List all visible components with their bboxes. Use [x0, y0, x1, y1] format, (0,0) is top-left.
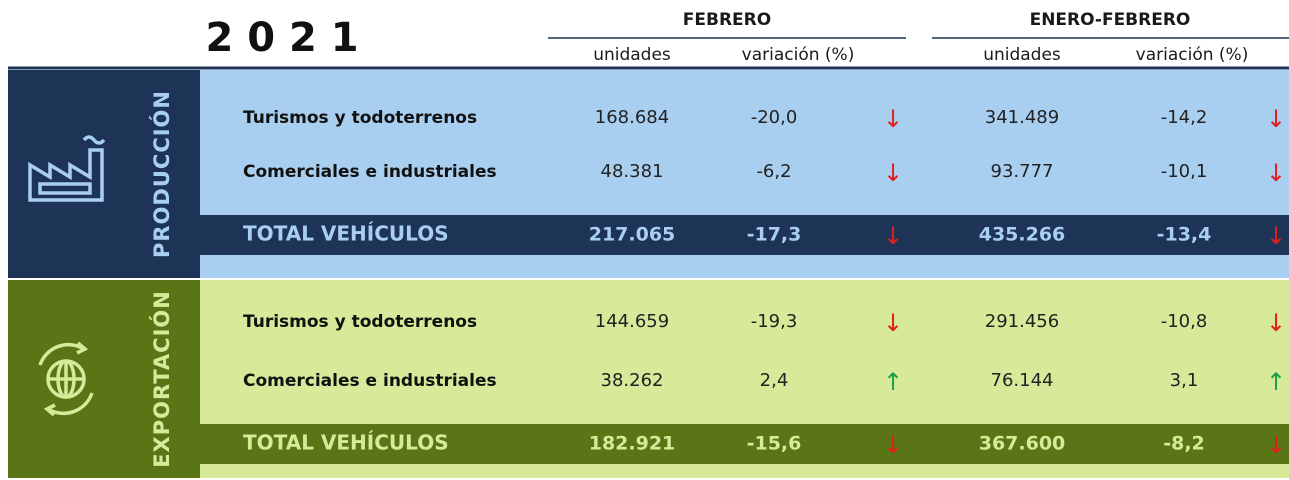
subheader: variación (%): [1136, 45, 1249, 65]
section-side: [8, 280, 200, 478]
cell-value: 38.262: [601, 370, 664, 391]
total-value: 435.266: [979, 224, 1066, 246]
cell-value: -6,2: [756, 161, 791, 182]
trend-arrow: ↓: [883, 431, 903, 459]
subheader: variación (%): [742, 45, 855, 65]
cell-value: -20,0: [751, 107, 798, 128]
group-header: FEBRERO: [683, 10, 771, 30]
cell-value: -14,2: [1161, 107, 1208, 128]
cell-value: -10,8: [1161, 311, 1208, 332]
row-label: Comerciales e industriales: [243, 371, 497, 391]
section-name: PRODUCCIÓN: [149, 90, 174, 258]
trend-arrow: ↑: [883, 368, 903, 396]
cell-value: 341.489: [985, 107, 1059, 128]
total-band: [200, 215, 1289, 255]
section-side: [8, 70, 200, 278]
trend-arrow: ↓: [1266, 431, 1286, 459]
total-value: 367.600: [979, 433, 1066, 455]
total-value: 217.065: [589, 224, 676, 246]
globe-icon: [38, 341, 94, 417]
year: 2 0 2 1: [205, 15, 358, 61]
trend-arrow: ↓: [883, 105, 903, 133]
trend-arrow: ↓: [883, 309, 903, 337]
total-band: [200, 424, 1289, 464]
section-name: EXPORTACIÓN: [149, 290, 174, 468]
cell-value: 2,4: [760, 370, 789, 391]
subheader: unidades: [983, 45, 1061, 65]
trend-arrow: ↓: [1266, 159, 1286, 187]
factory-icon: [28, 135, 106, 202]
cell-value: 3,1: [1170, 370, 1199, 391]
cell-value: 168.684: [595, 107, 669, 128]
cell-value: -19,3: [751, 311, 798, 332]
trend-arrow: ↑: [1266, 368, 1286, 396]
cell-value: 93.777: [991, 161, 1054, 182]
cell-value: 48.381: [601, 161, 664, 182]
trend-arrow: ↓: [1266, 105, 1286, 133]
trend-arrow: ↓: [883, 222, 903, 250]
total-value: -15,6: [747, 433, 802, 455]
row-label: Comerciales e industriales: [243, 162, 497, 182]
total-label: TOTAL VEHÍCULOS: [243, 222, 449, 246]
total-value: -17,3: [747, 224, 802, 246]
group-header: ENERO-FEBRERO: [1030, 10, 1191, 30]
trend-arrow: ↓: [883, 159, 903, 187]
cell-value: 76.144: [991, 370, 1054, 391]
total-value: -8,2: [1163, 433, 1205, 455]
cell-value: 291.456: [985, 311, 1059, 332]
trend-arrow: ↓: [1266, 222, 1286, 250]
total-label: TOTAL VEHÍCULOS: [243, 431, 449, 455]
cell-value: 144.659: [595, 311, 669, 332]
total-value: -13,4: [1157, 224, 1212, 246]
total-value: 182.921: [589, 433, 676, 455]
subheader: unidades: [593, 45, 671, 65]
trend-arrow: ↓: [1266, 309, 1286, 337]
row-label: Turismos y todoterrenos: [243, 312, 477, 332]
cell-value: -10,1: [1161, 161, 1208, 182]
row-label: Turismos y todoterrenos: [243, 108, 477, 128]
